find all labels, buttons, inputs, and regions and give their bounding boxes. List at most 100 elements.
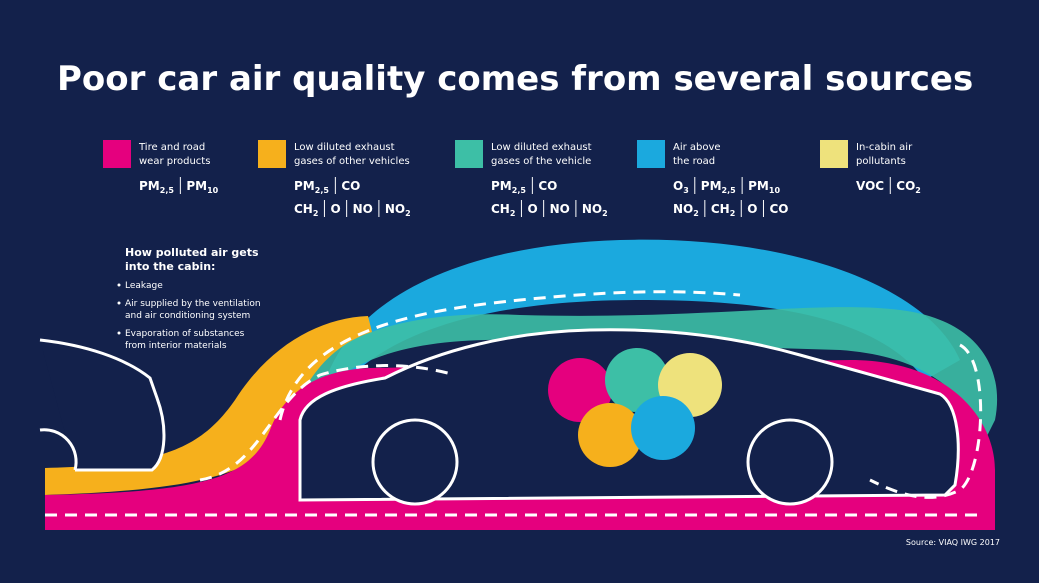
pollutant-base: CO bbox=[538, 179, 557, 193]
own-exhaust-flow bbox=[300, 307, 998, 440]
pollutant: PM2,5 bbox=[491, 179, 526, 195]
pollutant-base: PM bbox=[186, 179, 207, 193]
other-exhaust-flow bbox=[45, 316, 372, 495]
pollutant: PM2,5 bbox=[294, 179, 329, 195]
pollutant-sub: 2 bbox=[730, 209, 736, 218]
pollutant-sub: 2 bbox=[405, 209, 411, 218]
legend-label: Air above bbox=[673, 142, 721, 153]
pollutant-sub: 2 bbox=[693, 209, 699, 218]
legend-label: wear products bbox=[139, 156, 210, 167]
pollutant: PM2,5 bbox=[701, 179, 736, 195]
source-note: Source: VIAQ IWG 2017 bbox=[906, 538, 1000, 547]
legend-label: Low diluted exhaust bbox=[491, 142, 592, 153]
air-above-road-flow bbox=[320, 239, 960, 400]
pollutant-sub: 2,5 bbox=[512, 186, 527, 195]
pollutant-base: PM bbox=[748, 179, 769, 193]
legend-swatch bbox=[455, 140, 483, 168]
pollutant-base: NO bbox=[353, 202, 373, 216]
pollutant-circle bbox=[548, 358, 612, 422]
legend-swatch bbox=[637, 140, 665, 168]
legend-label: pollutants bbox=[856, 156, 906, 167]
legend-label: gases of other vehicles bbox=[294, 156, 410, 167]
legend-label: In-cabin air bbox=[856, 142, 913, 153]
flow-arrow bbox=[869, 343, 983, 499]
legend-label: Tire and road bbox=[138, 142, 205, 153]
pollutant-base: NO bbox=[385, 202, 405, 216]
pollutant: NO2 bbox=[582, 202, 608, 218]
pollutant-base: NO bbox=[582, 202, 602, 216]
pollutant: O bbox=[527, 202, 537, 216]
legend-label: gases of the vehicle bbox=[491, 156, 591, 167]
pollutant-base: O bbox=[330, 202, 340, 216]
pollutant: CO bbox=[341, 179, 360, 193]
pollutant: NO2 bbox=[673, 202, 699, 218]
flow-arrow bbox=[199, 364, 456, 482]
pollutant: VOC bbox=[856, 179, 884, 193]
pollutant-circle bbox=[578, 403, 642, 467]
car-wheel bbox=[371, 418, 459, 506]
pollutant-base: NO bbox=[673, 202, 693, 216]
pollutant: O bbox=[330, 202, 340, 216]
pollutant: CO2 bbox=[896, 179, 921, 195]
pollutant-sub: 2 bbox=[602, 209, 608, 218]
car-wheel bbox=[746, 418, 834, 506]
pollutant-sub: 10 bbox=[769, 186, 781, 195]
pollutant-base: VOC bbox=[856, 179, 884, 193]
cabin-bullet: Air supplied by the ventilation bbox=[125, 299, 261, 309]
legend-swatch bbox=[820, 140, 848, 168]
pollutant-sub: 2 bbox=[915, 186, 921, 195]
legend-swatch bbox=[258, 140, 286, 168]
pollutant: CO bbox=[769, 202, 788, 216]
legend-swatch bbox=[103, 140, 131, 168]
legend-label: Low diluted exhaust bbox=[294, 142, 395, 153]
pollutant-sub: 2,5 bbox=[160, 186, 175, 195]
pollutant: CH2 bbox=[711, 202, 735, 218]
pollutant: CH2 bbox=[491, 202, 515, 218]
pollutant-sub: 2,5 bbox=[315, 186, 330, 195]
pollutant-base: CH bbox=[711, 202, 730, 216]
pollutant-base: O bbox=[747, 202, 757, 216]
pollutant: O bbox=[747, 202, 757, 216]
cabin-heading: How polluted air gets bbox=[125, 246, 259, 259]
legend-item: Low diluted exhaust gases of other vehicl… bbox=[258, 140, 411, 218]
title: Poor car air quality comes from several … bbox=[57, 59, 973, 99]
cabin-bullet: from interior materials bbox=[125, 341, 227, 351]
front-car bbox=[39, 338, 166, 472]
pollutant: NO2 bbox=[385, 202, 411, 218]
legend-label: the road bbox=[673, 156, 715, 167]
bullet bbox=[117, 301, 121, 305]
pollutant: CO bbox=[538, 179, 557, 193]
front-car-wheel bbox=[39, 428, 78, 471]
pollutant-base: O bbox=[527, 202, 537, 216]
pollutant-base: CH bbox=[294, 202, 313, 216]
cabin-bullet: Evaporation of substances bbox=[125, 329, 245, 339]
pollutant-sub: 2,5 bbox=[722, 186, 737, 195]
pollutant-circle bbox=[631, 396, 695, 460]
bullet bbox=[117, 331, 121, 335]
pollutant: NO bbox=[353, 202, 373, 216]
pollutant-sub: 10 bbox=[207, 186, 219, 195]
pollutant-base: PM bbox=[491, 179, 512, 193]
legend-item: Low diluted exhaust gases of the vehicle P… bbox=[455, 140, 608, 218]
pollutant-sub: 2 bbox=[510, 209, 516, 218]
pollutant-base: PM bbox=[294, 179, 315, 193]
cabin-bullet: Leakage bbox=[125, 281, 163, 291]
pollutant-base: PM bbox=[701, 179, 722, 193]
pollutant-base: CH bbox=[491, 202, 510, 216]
pollutant: O3 bbox=[673, 179, 689, 195]
pollutant-base: PM bbox=[139, 179, 160, 193]
bullet bbox=[117, 283, 121, 287]
illustration bbox=[39, 239, 998, 530]
pollutant: PM10 bbox=[186, 179, 218, 195]
pollutant-base: NO bbox=[550, 202, 570, 216]
pollutant-base: O bbox=[673, 179, 683, 193]
flow-arrow bbox=[278, 290, 741, 421]
pollutant-base: CO bbox=[769, 202, 788, 216]
pollutant: PM2,5 bbox=[139, 179, 174, 195]
pollutant-sub: 3 bbox=[683, 186, 689, 195]
pollutant-sub: 2 bbox=[313, 209, 319, 218]
